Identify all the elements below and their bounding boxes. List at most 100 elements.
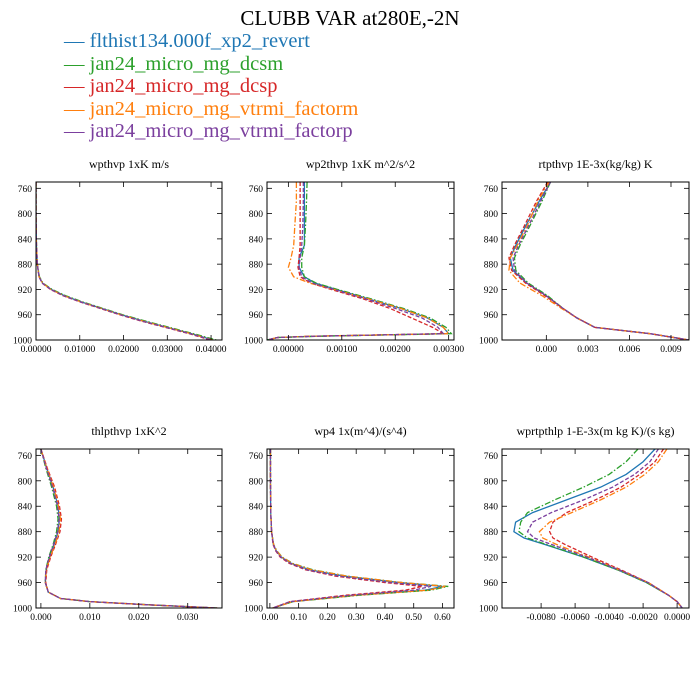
series-line-3 [508, 182, 689, 340]
series-line-3 [548, 449, 683, 608]
y-tick-label: 840 [484, 235, 499, 245]
x-tick-label: 0.009 [660, 345, 682, 355]
chart-panel-3: rtpthvp 1E-3x(kg/kg) K 760 800 840 880 920 960… [479, 157, 690, 355]
x-tick-label: 0.40 [377, 613, 394, 623]
x-tick-label: 0.60 [434, 613, 451, 623]
y-tick-label: 800 [249, 210, 264, 220]
series-line-5 [512, 182, 689, 340]
series-line-5 [267, 182, 445, 340]
y-tick-label: 1000 [244, 337, 263, 347]
y-tick-label: 920 [18, 554, 33, 564]
x-tick-label: -0.0060 [560, 613, 590, 623]
x-tick-label: 0.010 [79, 613, 101, 623]
y-tick-label: 760 [484, 185, 499, 195]
y-tick-label: 920 [18, 286, 33, 296]
x-tick-label: 0.00 [262, 613, 279, 623]
y-tick-label: 880 [249, 528, 264, 538]
x-tick-label: 0.30 [348, 613, 365, 623]
y-tick-label: 920 [484, 554, 499, 564]
chart-panel-4: thlpthvp 1xK^2 760 800 840 880 920 960 10000.00… [13, 424, 223, 623]
series-line-2 [518, 449, 683, 608]
legend-item-xp2-revert: — flthist134.000f_xp2_revert [64, 30, 310, 52]
y-tick-label: 840 [18, 235, 33, 245]
y-tick-label: 1000 [479, 605, 498, 615]
series-line-1 [269, 449, 443, 608]
y-tick-label: 880 [484, 528, 499, 538]
y-tick-label: 1000 [13, 605, 32, 615]
y-tick-label: 760 [18, 452, 33, 462]
x-tick-label: 0.00100 [326, 345, 357, 355]
x-tick-label: 0.02000 [108, 345, 139, 355]
legend: — flthist134.000f_xp2_revert — jan24_mic… [64, 30, 358, 143]
x-tick-label: 0.000 [536, 345, 558, 355]
series-line-1 [513, 449, 683, 608]
y-tick-label: 920 [484, 286, 499, 296]
y-tick-label: 960 [18, 311, 33, 321]
series-line-4 [40, 449, 218, 608]
y-tick-label: 760 [18, 185, 33, 195]
series-line-5 [40, 449, 218, 608]
plot-frame [266, 448, 455, 609]
y-tick-label: 1000 [13, 337, 32, 347]
y-tick-label: 880 [249, 261, 264, 271]
x-tick-label: 0.03000 [152, 345, 183, 355]
y-tick-label: 800 [249, 477, 264, 487]
series-line-1 [509, 182, 689, 340]
y-tick-label: 800 [484, 477, 499, 487]
series-line-2 [40, 449, 218, 608]
x-tick-label: -0.0080 [526, 613, 556, 623]
legend-item-vtrmi-factorm: — jan24_micro_mg_vtrmi_factorm [64, 97, 359, 120]
panel-title: thlpthvp 1xK^2 [91, 424, 166, 438]
series-line-5 [269, 449, 432, 608]
legend-item-vtrmi-factorp: — jan24_micro_mg_vtrmi_factorp [64, 120, 353, 142]
x-tick-label: 0.10 [290, 613, 307, 623]
series-line-3 [40, 449, 218, 608]
series-line-4 [508, 182, 689, 340]
x-tick-label: 0.003 [577, 345, 599, 355]
plot-frame [501, 181, 690, 341]
y-tick-label: 960 [18, 579, 33, 589]
series-line-3 [267, 182, 446, 340]
x-tick-label: 0.030 [177, 613, 199, 623]
series-line-3 [36, 182, 211, 340]
x-tick-label: 0.00000 [273, 345, 304, 355]
x-tick-label: 0.000 [30, 613, 52, 623]
x-tick-label: 0.00000 [21, 345, 52, 355]
y-tick-label: 960 [249, 579, 264, 589]
y-tick-label: 920 [249, 554, 264, 564]
y-tick-label: 840 [249, 503, 264, 513]
x-tick-label: 0.01000 [64, 345, 95, 355]
x-tick-label: 0.04000 [196, 345, 227, 355]
panel-title: rtpthvp 1E-3x(kg/kg) K [539, 157, 653, 171]
y-tick-label: 760 [484, 452, 499, 462]
plot-frame [266, 181, 455, 341]
legend-item-dcsm: — jan24_micro_mg_dcsm [64, 52, 284, 75]
x-tick-label: 0.00200 [380, 345, 411, 355]
chart-panel-5: wp4 1x(m^4)/(s^4)76080084088092096010000… [244, 424, 455, 623]
x-tick-label: 0.0000 [664, 613, 690, 623]
y-tick-label: 840 [249, 235, 264, 245]
series-line-1 [40, 449, 218, 608]
x-tick-label: -0.0020 [628, 613, 658, 623]
chart-panel-6: wprtpthlp 1-E-3x(m kg K)/(s kg) 760 800 840… [479, 424, 690, 623]
x-tick-label: 0.00300 [433, 345, 464, 355]
y-tick-label: 880 [484, 261, 499, 271]
panel-title: wpthvp 1xK m/s [89, 157, 169, 171]
y-tick-label: 960 [249, 311, 264, 321]
plot-frame [501, 448, 690, 609]
y-tick-label: 800 [18, 477, 33, 487]
series-line-3 [269, 449, 423, 608]
series-line-2 [513, 182, 689, 340]
y-tick-label: 960 [484, 579, 499, 589]
panel-title: wp2thvp 1xK m^2/s^2 [306, 157, 415, 171]
y-tick-label: 880 [18, 261, 33, 271]
x-tick-label: 0.006 [619, 345, 641, 355]
series-line-5 [36, 182, 213, 340]
y-tick-label: 960 [484, 311, 499, 321]
x-tick-label: 0.020 [128, 613, 150, 623]
page-title: CLUBB VAR at280E,-2N [240, 6, 460, 30]
y-tick-label: 1000 [479, 337, 498, 347]
series-line-4 [36, 182, 213, 340]
x-tick-label: 0.50 [405, 613, 422, 623]
